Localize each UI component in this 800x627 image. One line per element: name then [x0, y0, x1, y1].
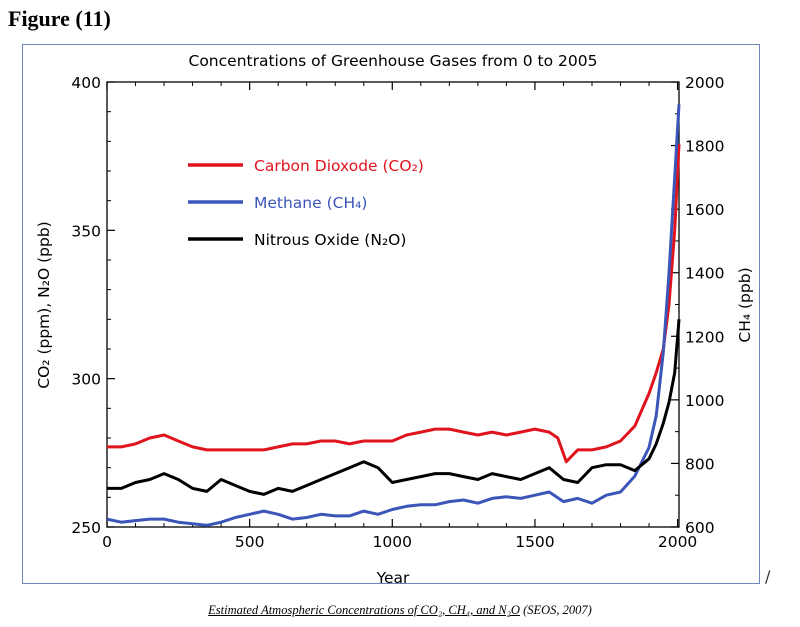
series-line-2: [107, 319, 681, 496]
y-left-tick-label: 250: [71, 519, 101, 537]
series-lines: [106, 104, 681, 527]
figure-caption: Estimated Atmospheric Concentrations of …: [0, 603, 800, 618]
x-tick-label: 0: [102, 533, 112, 551]
x-tick-label: 500: [235, 533, 265, 551]
plot-area-border: [106, 81, 680, 528]
y-right-tick-label: 2000: [685, 74, 724, 92]
y-right-tick-label: 1800: [685, 138, 724, 156]
y-right-tick-label: 1000: [685, 392, 724, 410]
chart-title: Concentrations of Greenhouse Gases from …: [189, 52, 598, 70]
y-left-tick-label: 350: [71, 222, 101, 240]
legend-label-0: Carbon Dioxode (CO₂): [254, 157, 424, 175]
series-line-0: [107, 144, 681, 464]
axis-ticks: 0 500 1000 1500 2000 250 300 350 400 600 800 1000 12…: [71, 74, 724, 551]
right-y-axis-label: CH₄ (ppb): [736, 267, 754, 342]
left-y-axis-label: CO₂ (ppm), N₂O (ppb): [35, 221, 53, 388]
y-left-tick-label: 400: [71, 74, 101, 92]
chart-frame: Concentrations of Greenhouse Gases from …: [22, 44, 760, 585]
y-right-tick-label: 600: [685, 519, 715, 537]
x-tick-label: 2000: [658, 533, 697, 551]
stray-mark: /: [765, 567, 771, 586]
figure-label: Figure: [8, 6, 70, 31]
y-right-tick-label: 1600: [685, 201, 724, 219]
legend: Carbon Dioxode (CO₂) Methane (CH₄) Nitrous…: [188, 157, 424, 249]
y-left-tick-label: 300: [71, 371, 101, 389]
x-axis-label: Year: [376, 569, 410, 585]
x-tick-label: 1000: [373, 533, 412, 551]
caption-source: (SEOS, 2007): [519, 603, 592, 617]
x-tick-label: 1500: [515, 533, 554, 551]
legend-label-1: Methane (CH₄): [254, 194, 367, 212]
legend-label-2: Nitrous Oxide (N₂O): [254, 231, 406, 249]
caption-main: Estimated Atmospheric Concentrations of …: [208, 603, 520, 617]
figure-number: (11): [75, 6, 111, 31]
figure-title: Figure (11): [8, 6, 111, 32]
y-right-tick-label: 800: [685, 455, 715, 473]
y-right-tick-label: 1400: [685, 265, 724, 283]
series-line-1: [106, 104, 681, 527]
y-right-tick-label: 1200: [685, 328, 724, 346]
greenhouse-gas-line-chart: Concentrations of Greenhouse Gases from …: [35, 52, 754, 585]
